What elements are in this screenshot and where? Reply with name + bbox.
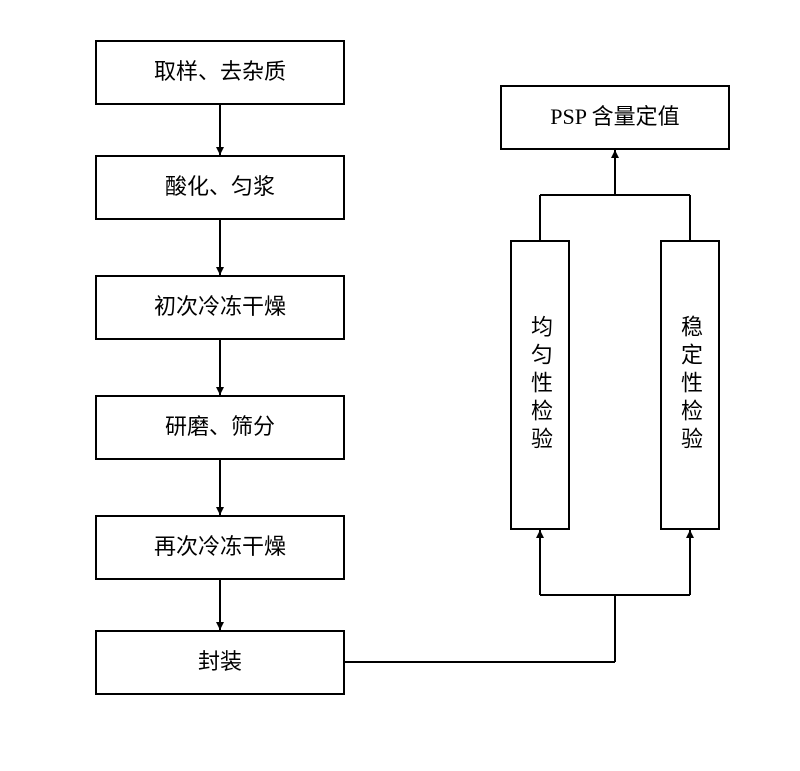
step-label: 酸化、匀浆 [165,174,275,200]
step-label: 取样、去杂质 [154,59,286,85]
step-package: 封装 [95,630,345,695]
step-label: 再次冷冻干燥 [154,534,286,560]
stability-check-box: 稳定性检验 [660,240,720,530]
uniformity-check-box: 均匀性检验 [510,240,570,530]
step-label: 研磨、筛分 [165,414,275,440]
step-grind-sieve: 研磨、筛分 [95,395,345,460]
psp-value-label: PSP 含量定值 [550,104,679,130]
step-freeze-dry-1: 初次冷冻干燥 [95,275,345,340]
stability-check-label: 稳定性检验 [674,315,706,455]
flowchart-canvas: 取样、去杂质 酸化、匀浆 初次冷冻干燥 研磨、筛分 再次冷冻干燥 封装 PSP … [0,0,800,771]
step-label: 封装 [198,649,242,675]
step-label: 初次冷冻干燥 [154,294,286,320]
step-sampling: 取样、去杂质 [95,40,345,105]
uniformity-check-label: 均匀性检验 [524,315,556,455]
step-acidify: 酸化、匀浆 [95,155,345,220]
psp-value-box: PSP 含量定值 [500,85,730,150]
step-freeze-dry-2: 再次冷冻干燥 [95,515,345,580]
